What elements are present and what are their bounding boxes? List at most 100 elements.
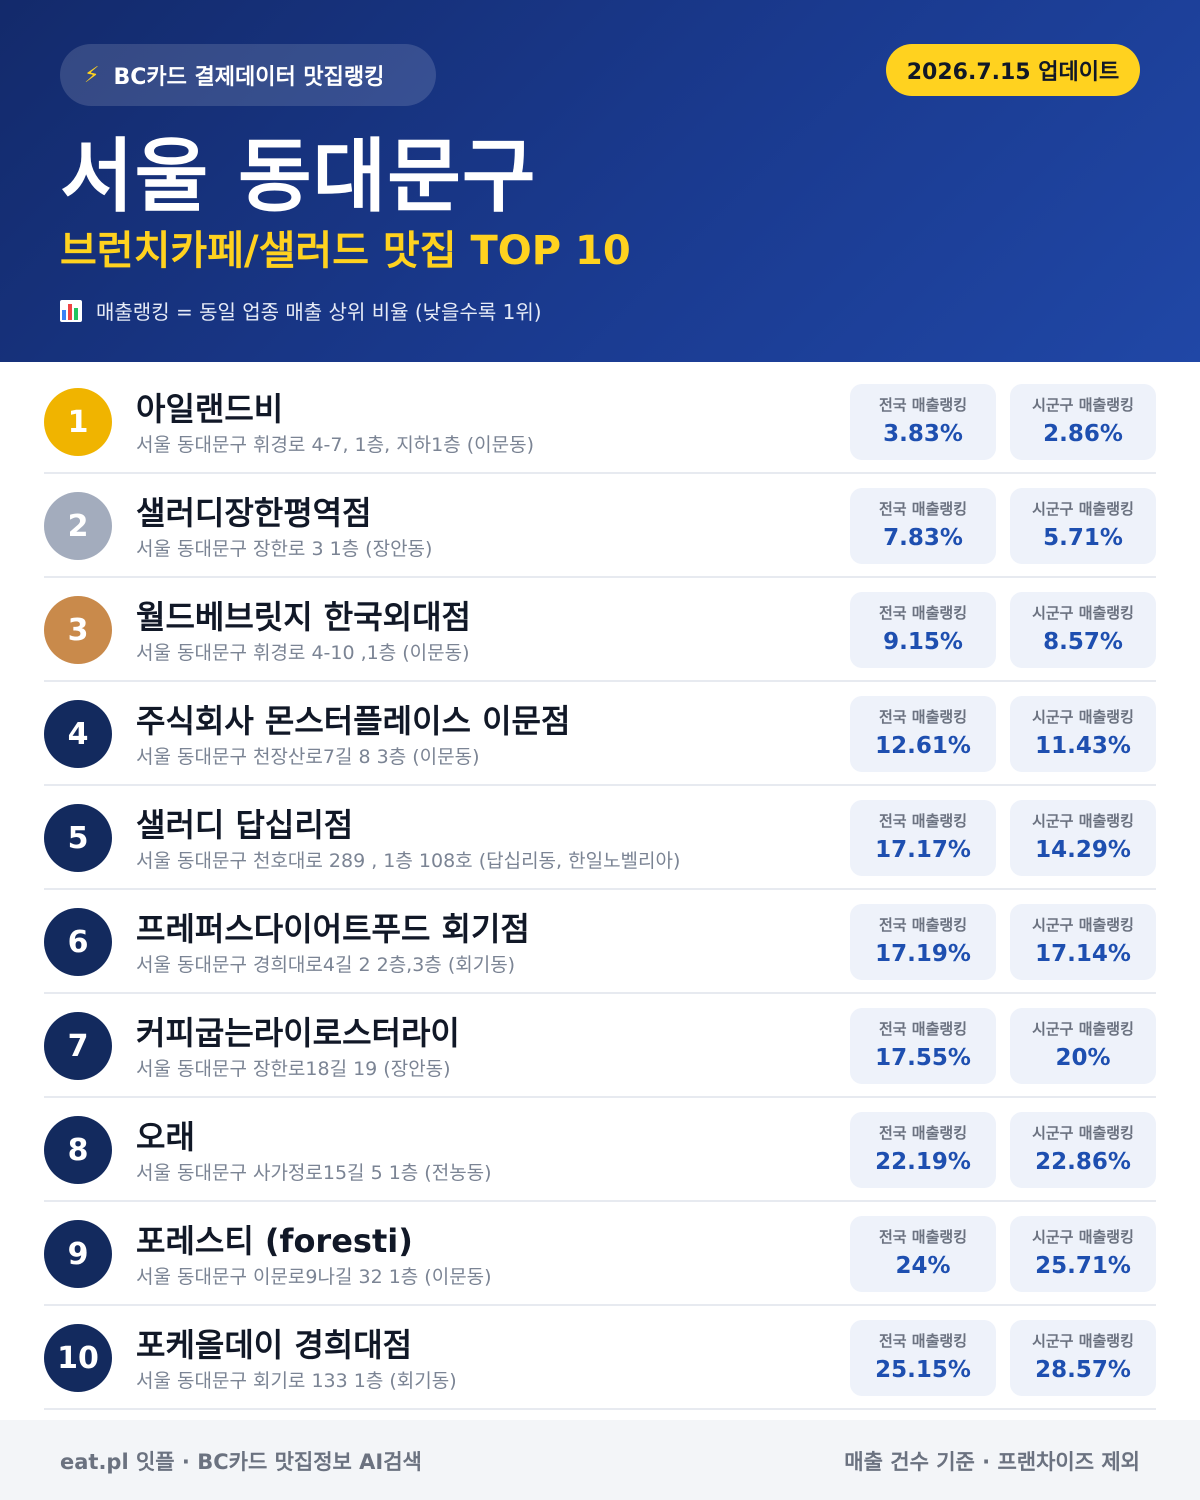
national-ranking-value: 25.15% — [875, 1357, 971, 1383]
national-ranking-card: 전국 매출랭킹 7.83% — [850, 488, 996, 564]
local-ranking-card: 시군구 매출랭킹 2.86% — [1010, 384, 1156, 460]
page-title: 서울 동대문구 — [60, 130, 537, 223]
national-ranking-label: 전국 매출랭킹 — [878, 1020, 968, 1038]
restaurant-name: 주식회사 몬스터플레이스 이문점 — [136, 702, 571, 740]
national-ranking-card: 전국 매출랭킹 25.15% — [850, 1320, 996, 1396]
national-ranking-label: 전국 매출랭킹 — [878, 500, 968, 518]
national-ranking-label: 전국 매출랭킹 — [878, 1124, 968, 1142]
restaurant-address: 서울 동대문구 사가정로15길 5 1층 (전농동) — [136, 1162, 492, 1184]
update-date-badge: 2026.7.15 업데이트 — [886, 44, 1140, 96]
header-banner: ⚡ BC카드 결제데이터 맛집랭킹 2026.7.15 업데이트 서울 동대문구… — [0, 0, 1200, 362]
local-ranking-value: 2.86% — [1043, 421, 1123, 447]
ranking-legend: 매출랭킹 = 동일 업종 매출 상위 비율 (낮을수록 1위) — [60, 296, 542, 325]
restaurant-address: 서울 동대문구 경희대로4길 2 2층,3층 (회기동) — [136, 954, 516, 976]
footer-note: 매출 건수 기준 · 프랜차이즈 제외 — [844, 1450, 1140, 1474]
ranking-list: 1 아일랜드비 서울 동대문구 휘경로 4-7, 1층, 지하1층 (이문동) 전국 … — [44, 370, 1156, 1410]
rank-badge: 6 — [44, 908, 112, 976]
national-ranking-card: 전국 매출랭킹 24% — [850, 1216, 996, 1292]
local-ranking-value: 25.71% — [1035, 1253, 1131, 1279]
national-ranking-label: 전국 매출랭킹 — [878, 396, 968, 414]
national-ranking-value: 9.15% — [883, 629, 963, 655]
local-ranking-card: 시군구 매출랭킹 5.71% — [1010, 488, 1156, 564]
local-ranking-label: 시군구 매출랭킹 — [1032, 1228, 1134, 1246]
local-ranking-label: 시군구 매출랭킹 — [1032, 396, 1134, 414]
local-ranking-card: 시군구 매출랭킹 14.29% — [1010, 800, 1156, 876]
local-ranking-label: 시군구 매출랭킹 — [1032, 604, 1134, 622]
restaurant-address: 서울 동대문구 회기로 133 1층 (회기동) — [136, 1370, 457, 1392]
local-ranking-card: 시군구 매출랭킹 22.86% — [1010, 1112, 1156, 1188]
list-item[interactable]: 8 오래 서울 동대문구 사가정로15길 5 1층 (전농동) 전국 매출랭킹 22.1… — [44, 1098, 1156, 1202]
rank-badge: 3 — [44, 596, 112, 664]
local-ranking-label: 시군구 매출랭킹 — [1032, 1332, 1134, 1350]
restaurant-name: 커피굽는라이로스터라이 — [136, 1014, 460, 1052]
restaurant-name: 아일랜드비 — [136, 390, 284, 428]
national-ranking-value: 3.83% — [883, 421, 963, 447]
lightning-bolt-icon: ⚡ — [84, 62, 100, 88]
local-ranking-card: 시군구 매출랭킹 11.43% — [1010, 696, 1156, 772]
restaurant-address: 서울 동대문구 천호대로 289 , 1층 108호 (답십리동, 한일노벨리아… — [136, 850, 681, 872]
local-ranking-value: 28.57% — [1035, 1357, 1131, 1383]
local-ranking-card: 시군구 매출랭킹 8.57% — [1010, 592, 1156, 668]
local-ranking-card: 시군구 매출랭킹 28.57% — [1010, 1320, 1156, 1396]
rank-badge: 10 — [44, 1324, 112, 1392]
national-ranking-label: 전국 매출랭킹 — [878, 1332, 968, 1350]
list-item[interactable]: 1 아일랜드비 서울 동대문구 휘경로 4-7, 1층, 지하1층 (이문동) 전국 … — [44, 370, 1156, 474]
national-ranking-value: 7.83% — [883, 525, 963, 551]
restaurant-address: 서울 동대문구 장한로 3 1층 (장안동) — [136, 538, 433, 560]
source-badge: ⚡ BC카드 결제데이터 맛집랭킹 — [60, 44, 436, 106]
local-ranking-card: 시군구 매출랭킹 25.71% — [1010, 1216, 1156, 1292]
restaurant-name: 포레스티 (foresti) — [136, 1222, 413, 1260]
rank-badge: 9 — [44, 1220, 112, 1288]
local-ranking-value: 8.57% — [1043, 629, 1123, 655]
national-ranking-card: 전국 매출랭킹 12.61% — [850, 696, 996, 772]
restaurant-name: 프레퍼스다이어트푸드 회기점 — [136, 910, 530, 948]
local-ranking-value: 14.29% — [1035, 837, 1131, 863]
national-ranking-value: 17.55% — [875, 1045, 971, 1071]
rank-badge: 7 — [44, 1012, 112, 1080]
national-ranking-card: 전국 매출랭킹 17.55% — [850, 1008, 996, 1084]
footer-source: eat.pl 잇플 · BC카드 맛집정보 AI검색 — [60, 1450, 422, 1474]
local-ranking-label: 시군구 매출랭킹 — [1032, 1124, 1134, 1142]
local-ranking-value: 5.71% — [1043, 525, 1123, 551]
rank-badge: 4 — [44, 700, 112, 768]
rank-badge: 8 — [44, 1116, 112, 1184]
footer: eat.pl 잇플 · BC카드 맛집정보 AI검색 매출 건수 기준 · 프랜… — [0, 1420, 1200, 1500]
local-ranking-label: 시군구 매출랭킹 — [1032, 500, 1134, 518]
list-item[interactable]: 2 샐러디장한평역점 서울 동대문구 장한로 3 1층 (장안동) 전국 매출랭킹 7.… — [44, 474, 1156, 578]
restaurant-address: 서울 동대문구 장한로18길 19 (장안동) — [136, 1058, 451, 1080]
local-ranking-value: 22.86% — [1035, 1149, 1131, 1175]
national-ranking-label: 전국 매출랭킹 — [878, 604, 968, 622]
national-ranking-label: 전국 매출랭킹 — [878, 708, 968, 726]
local-ranking-card: 시군구 매출랭킹 20% — [1010, 1008, 1156, 1084]
local-ranking-label: 시군구 매출랭킹 — [1032, 1020, 1134, 1038]
restaurant-name: 월드베브릿지 한국외대점 — [136, 598, 471, 636]
local-ranking-label: 시군구 매출랭킹 — [1032, 708, 1134, 726]
rank-badge: 5 — [44, 804, 112, 872]
local-ranking-value: 17.14% — [1035, 941, 1131, 967]
list-item[interactable]: 9 포레스티 (foresti) 서울 동대문구 이문로9나길 32 1층 (이문동… — [44, 1202, 1156, 1306]
national-ranking-label: 전국 매출랭킹 — [878, 812, 968, 830]
restaurant-name: 샐러디 답십리점 — [136, 806, 354, 844]
rank-badge: 2 — [44, 492, 112, 560]
local-ranking-label: 시군구 매출랭킹 — [1032, 812, 1134, 830]
source-label: BC카드 결제데이터 맛집랭킹 — [113, 65, 385, 90]
page-subtitle: 브런치카페/샐러드 맛집 TOP 10 — [60, 228, 631, 274]
restaurant-name: 포케올데이 경희대점 — [136, 1326, 413, 1364]
restaurant-address: 서울 동대문구 휘경로 4-7, 1층, 지하1층 (이문동) — [136, 434, 535, 456]
national-ranking-card: 전국 매출랭킹 3.83% — [850, 384, 996, 460]
local-ranking-value: 11.43% — [1035, 733, 1131, 759]
restaurant-address: 서울 동대문구 천장산로7길 8 3층 (이문동) — [136, 746, 480, 768]
restaurant-name: 오래 — [136, 1118, 195, 1156]
national-ranking-value: 17.17% — [875, 837, 971, 863]
restaurant-address: 서울 동대문구 휘경로 4-10 ,1층 (이문동) — [136, 642, 470, 664]
legend-text: 매출랭킹 = 동일 업종 매출 상위 비율 (낮을수록 1위) — [96, 300, 542, 324]
local-ranking-label: 시군구 매출랭킹 — [1032, 916, 1134, 934]
national-ranking-card: 전국 매출랭킹 17.17% — [850, 800, 996, 876]
local-ranking-value: 20% — [1055, 1045, 1111, 1071]
